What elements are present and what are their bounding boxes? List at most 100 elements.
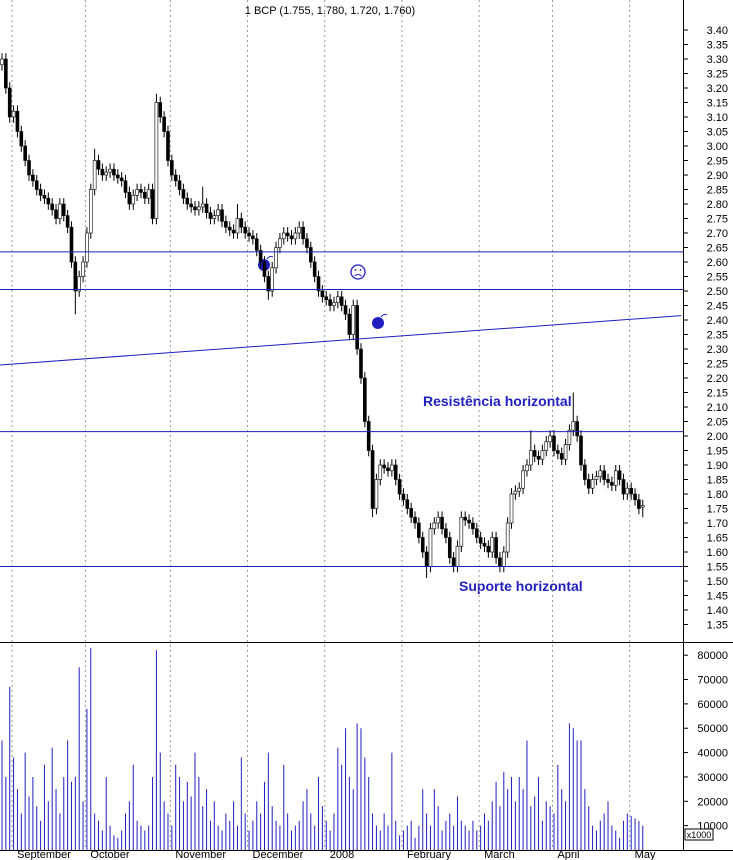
candle-body <box>231 229 236 234</box>
candle-body <box>243 226 247 234</box>
candle-body <box>359 348 363 379</box>
x-tick-label: December <box>253 849 304 860</box>
y-tick-label: 2.30 <box>707 344 728 356</box>
candle-body <box>324 296 329 300</box>
candle-body <box>251 235 255 240</box>
annotation: Resistência horizontal <box>423 393 572 409</box>
candle-body <box>177 180 182 190</box>
y-tick-label: 2.80 <box>707 199 728 211</box>
candle-body <box>247 232 251 237</box>
candle-body <box>505 522 510 553</box>
candle-body <box>0 58 4 66</box>
candle-body <box>617 470 622 480</box>
y-tick-label: 1.50 <box>707 576 728 588</box>
candle-body <box>23 145 27 161</box>
candle-body <box>482 542 487 547</box>
x-tick-label: 2008 <box>330 849 354 860</box>
candle-body <box>154 102 159 219</box>
candle-body <box>501 551 506 567</box>
y-tick-label: 3.40 <box>707 25 728 37</box>
candle-body <box>548 435 552 443</box>
candle-body <box>544 441 549 451</box>
candle-body <box>351 305 356 335</box>
candle-body <box>474 528 479 538</box>
y-tick-label: 1.40 <box>707 605 728 617</box>
candle-body <box>594 476 599 480</box>
candle-body <box>297 226 302 234</box>
y-tick-label: 2.75 <box>707 214 728 226</box>
candle-body <box>77 276 81 292</box>
candle-body <box>494 537 498 559</box>
candle-body <box>216 209 220 216</box>
candle-body <box>471 522 475 530</box>
y-tick-label: 2.95 <box>707 156 728 168</box>
y-tick-label: 2.85 <box>707 185 728 197</box>
candle-body <box>189 203 193 208</box>
candle-body <box>7 87 12 118</box>
candle-body <box>540 450 545 460</box>
y-tick-label: 3.25 <box>707 69 728 81</box>
x-tick-label: April <box>557 849 579 860</box>
candle-body <box>42 195 47 199</box>
candle-body <box>127 192 132 205</box>
candle-body <box>513 490 518 495</box>
candle-body <box>11 110 16 118</box>
candle-body <box>575 421 579 437</box>
candle-body <box>536 455 541 460</box>
candle-body <box>563 444 568 460</box>
y-tick-label: 2.20 <box>707 373 728 385</box>
y-tick-label: 40000 <box>697 748 728 760</box>
candle-body <box>38 189 43 196</box>
candle-body <box>266 276 271 292</box>
candle-body <box>308 247 313 263</box>
y-tick-label: 20000 <box>697 796 728 808</box>
y-tick-label: 1.90 <box>707 460 728 472</box>
candle-body <box>625 487 630 495</box>
y-tick-label: 2.50 <box>707 286 728 298</box>
candle-body <box>116 174 120 179</box>
y-tick-label: 2.15 <box>707 388 728 400</box>
candle-body <box>559 453 564 460</box>
candle-body <box>401 493 406 501</box>
candle-body <box>498 557 502 567</box>
y-tick-label: 60000 <box>697 699 728 711</box>
candle-body <box>378 464 383 480</box>
candle-body <box>235 218 240 234</box>
candle-body <box>285 232 290 237</box>
y-tick-label: 2.40 <box>707 315 728 327</box>
candle-body <box>224 221 228 228</box>
x-tick-label: February <box>407 849 452 860</box>
candle-body <box>197 206 201 211</box>
candle-body <box>158 102 163 118</box>
candle-body <box>208 212 213 219</box>
y-tick-label: 2.60 <box>707 257 728 269</box>
y-tick-label: 3.05 <box>707 127 728 139</box>
candle-body <box>220 209 224 222</box>
y-tick-label: 1.55 <box>707 562 728 574</box>
candle-body <box>212 215 217 219</box>
y-tick-label: 2.90 <box>707 170 728 182</box>
sad-face-icon <box>350 264 366 280</box>
candle-body <box>478 537 483 544</box>
candle-body <box>428 528 433 567</box>
candle-body <box>629 487 633 495</box>
candle-body <box>162 116 166 132</box>
candle-body <box>413 516 417 524</box>
candle-body <box>571 421 576 431</box>
candle-body <box>370 450 375 509</box>
candle-body <box>61 203 66 216</box>
candle-body <box>509 493 514 524</box>
candle-body <box>529 450 533 466</box>
candle-body <box>436 516 440 524</box>
candle-body <box>610 482 614 486</box>
annotation: Suporte horizontal <box>459 578 583 594</box>
candle-body <box>312 261 317 277</box>
y-tick-label: 2.55 <box>707 272 728 284</box>
candle-body <box>363 377 367 422</box>
candle-body <box>316 276 321 292</box>
candle-body <box>58 203 62 219</box>
candle-body <box>586 479 591 489</box>
y-tick-label: 2.65 <box>707 243 728 255</box>
candle-body <box>278 238 282 248</box>
